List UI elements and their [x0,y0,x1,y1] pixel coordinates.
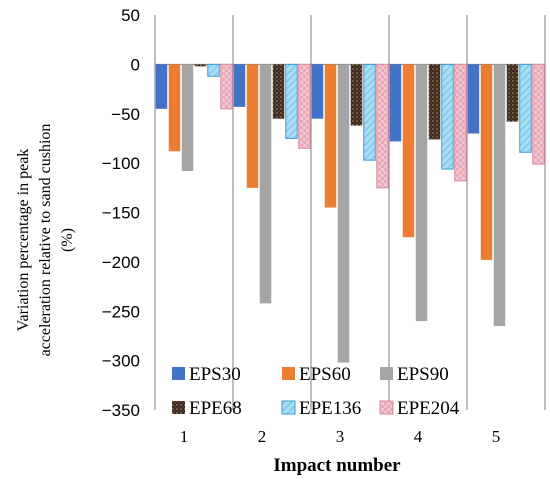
legend-label: EPS90 [397,364,449,385]
bar-EPE68-2 [272,64,285,119]
x-tick-label: 3 [336,427,345,446]
y-tick-label: −250 [102,302,140,321]
bar-EPS90-5 [493,64,506,327]
legend-swatch [172,401,185,414]
y-tick-label: −300 [102,352,140,371]
bar-EPE204-3 [376,63,389,189]
bar-EPS90-2 [259,64,272,304]
y-tick-label: 50 [121,6,140,25]
legend-swatch [282,367,295,380]
bar-EPS30-3 [311,64,324,119]
y-axis-label: Variation percentage in peak acceleration… [15,124,76,357]
y-tick-label: −50 [111,105,140,124]
bar-EPS90-1 [181,64,194,172]
bar-EPE204-4 [454,63,467,182]
bar-EPS60-2 [246,64,259,188]
y-axis-label-line: acceleration relative to sand cushion [37,124,54,357]
legend: EPS30 EPS60 EPS90 EPE68 EPE136 EPE204 [172,364,460,419]
bar-EPS30-5 [467,64,480,134]
legend-item-EPE136: EPE136 [281,398,361,419]
legend-item-EPS60: EPS60 [282,364,351,385]
y-tick-label: 0 [131,55,140,74]
bars [155,63,545,363]
legend-swatch [379,400,394,415]
bar-EPS60-4 [402,64,415,238]
bar-EPE68-1 [194,64,207,67]
legend-label: EPE136 [299,398,361,419]
legend-item-EPS30: EPS30 [172,364,241,385]
y-tick-label: −350 [102,401,140,420]
bar-EPS60-5 [480,64,493,260]
legend-item-EPS90: EPS90 [380,364,449,385]
bar-EPS30-1 [155,64,168,109]
bar-EPS60-1 [168,64,181,152]
y-axis-ticks: 50 0 −50 −100 −150 −200 −250 −300 −350 [102,6,140,420]
legend-label: EPE204 [397,398,460,419]
legend-swatch [172,367,185,380]
bar-EPE68-3 [350,64,363,126]
x-tick-label: 4 [414,427,423,446]
legend-swatch [380,367,393,380]
bar-EPE136-3 [363,63,376,161]
bar-EPS60-3 [324,64,337,208]
y-axis-label-line: Variation percentage in peak [15,149,32,332]
bar-EPE136-2 [285,63,298,139]
x-axis-ticks: 1 2 3 4 5 [180,427,501,446]
y-tick-label: −200 [102,253,140,272]
legend-label: EPS60 [299,364,351,385]
legend-label: EPS30 [189,364,241,385]
bar-EPE68-4 [428,64,441,140]
bar-EPE204-5 [532,63,545,165]
x-tick-label: 1 [180,427,189,446]
bar-EPE204-1 [220,63,233,110]
bar-EPS30-4 [389,64,402,142]
x-tick-label: 5 [492,427,501,446]
bar-EPS30-2 [233,64,246,107]
x-axis-label: Impact number [273,455,401,476]
bar-EPE136-5 [519,63,532,153]
bar-EPS90-3 [337,64,350,363]
legend-swatch [281,400,296,415]
legend-item-EPE68: EPE68 [172,398,242,419]
y-tick-label: −100 [102,154,140,173]
plot-area [154,15,546,410]
bar-EPE136-4 [441,63,454,170]
legend-label: EPE68 [189,398,242,419]
bar-EPE68-5 [506,64,519,122]
bar-EPS90-4 [415,64,428,322]
y-axis-label-line: (%) [59,228,76,252]
bar-EPE136-1 [207,63,220,77]
legend-item-EPE204: EPE204 [379,398,460,419]
x-tick-label: 2 [258,427,267,446]
y-tick-label: −150 [102,204,140,223]
bar-EPE204-2 [298,63,311,149]
